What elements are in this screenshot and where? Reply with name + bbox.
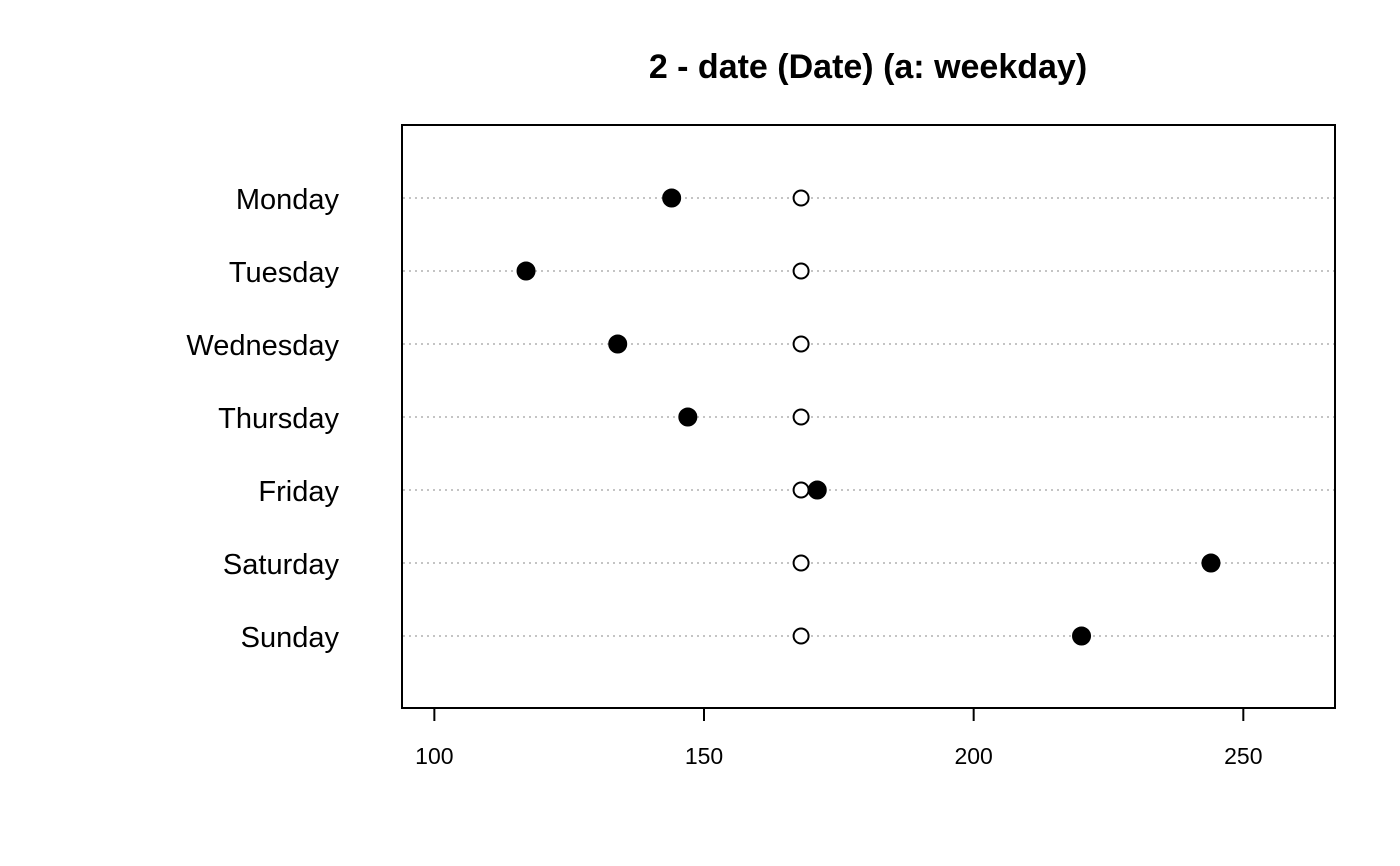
open-point-friday	[792, 481, 810, 499]
open-point-sunday	[792, 627, 810, 645]
open-point-wednesday	[792, 335, 810, 353]
guide-lines	[403, 197, 1334, 637]
open-point-monday	[792, 189, 810, 207]
x-tick-label-100: 100	[415, 743, 453, 769]
filled-point-sunday	[1072, 626, 1092, 646]
category-label-friday: Friday	[258, 476, 339, 508]
open-point-saturday	[792, 554, 810, 572]
filled-point-tuesday	[516, 261, 536, 281]
filled-point-wednesday	[608, 334, 628, 354]
category-label-thursday: Thursday	[218, 403, 339, 435]
x-tick-label-250: 250	[1224, 743, 1262, 769]
category-label-saturday: Saturday	[223, 549, 340, 581]
filled-point-monday	[662, 188, 682, 208]
open-point-thursday	[792, 408, 810, 426]
category-label-wednesday: Wednesday	[186, 330, 339, 362]
category-label-sunday: Sunday	[241, 622, 340, 654]
category-labels: Monday Tuesday Wednesday Thursday Friday Satu…	[186, 184, 339, 654]
filled-point-saturday	[1201, 553, 1221, 573]
open-point-tuesday	[792, 262, 810, 280]
x-tick-label-200: 200	[954, 743, 992, 769]
data-points	[516, 188, 1221, 646]
x-tick-label-150: 150	[685, 743, 723, 769]
x-axis: 100 150 200 250	[415, 707, 1263, 769]
category-label-tuesday: Tuesday	[229, 257, 340, 289]
filled-point-thursday	[678, 407, 698, 427]
chart-title: 2 - date (Date) (a: weekday)	[649, 48, 1087, 86]
filled-point-friday	[807, 480, 827, 500]
category-label-monday: Monday	[236, 184, 340, 216]
